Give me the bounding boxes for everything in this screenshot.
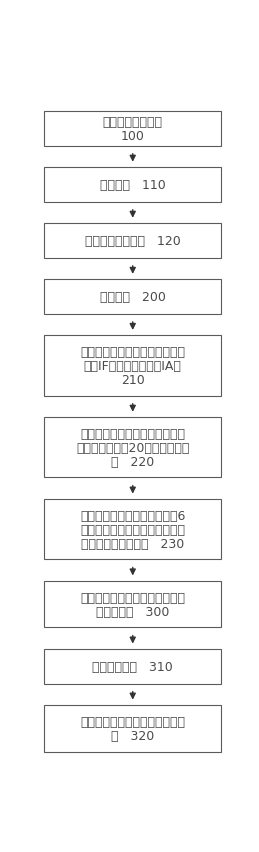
- Text: 210: 210: [121, 373, 145, 387]
- Text: 噪声抑制   110: 噪声抑制 110: [100, 179, 166, 192]
- Bar: [45, 224, 221, 258]
- Text: 先设定频率值的20电极频段相对: 先设定频率值的20电极频段相对: [76, 441, 189, 454]
- Text: 个能量最高的分量，且这些分量: 个能量最高的分量，且这些分量: [80, 523, 185, 536]
- Text: 的能量高于设定阙值   230: 的能量高于设定阙值 230: [81, 537, 184, 550]
- Bar: [45, 581, 221, 628]
- Bar: [45, 112, 221, 147]
- Bar: [45, 499, 221, 560]
- Text: 率（IF）和瞬时幅度（IA）: 率（IF）和瞬时幅度（IA）: [84, 360, 182, 372]
- Text: 极刺激信号   300: 极刺激信号 300: [96, 605, 169, 618]
- Text: 极   320: 极 320: [111, 729, 154, 742]
- Text: 将瞬时频率进行分类，与具有预: 将瞬时频率进行分类，与具有预: [80, 428, 185, 440]
- Bar: [45, 417, 221, 478]
- Text: 消除鸡尾酒会问题   120: 消除鸡尾酒会问题 120: [85, 235, 181, 248]
- Text: 应   220: 应 220: [111, 455, 154, 469]
- Text: 模态分解   200: 模态分解 200: [100, 291, 166, 303]
- Text: 将声音信号数字化: 将声音信号数字化: [103, 116, 163, 129]
- Bar: [45, 649, 221, 683]
- Text: 自动增益控制   310: 自动增益控制 310: [92, 660, 173, 673]
- Bar: [45, 280, 221, 314]
- Text: 根据所选择的分量生成对应的电: 根据所选择的分量生成对应的电: [80, 591, 185, 604]
- Text: 100: 100: [121, 130, 145, 143]
- Bar: [45, 168, 221, 203]
- Bar: [45, 336, 221, 396]
- Bar: [45, 705, 221, 751]
- Text: 将模态分解的结果转换为瞬时频: 将模态分解的结果转换为瞬时频: [80, 346, 185, 359]
- Text: 从对应的电极频段中挑选最多6: 从对应的电极频段中挑选最多6: [80, 509, 185, 522]
- Text: 将电极刺激信号传送至对应的电: 将电极刺激信号传送至对应的电: [80, 715, 185, 728]
